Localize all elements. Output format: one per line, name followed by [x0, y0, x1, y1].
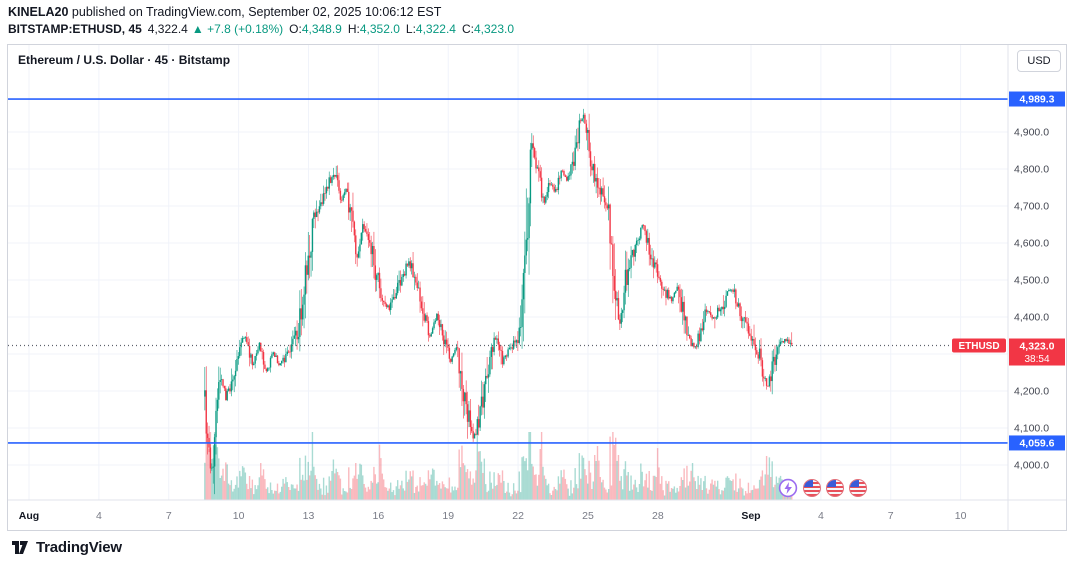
close-value: 4,323.0 [473, 22, 515, 36]
currency-toggle-button[interactable]: USD [1017, 50, 1061, 72]
quote-close: C:4,323.0 [462, 22, 514, 36]
symbol-price-tag[interactable] [952, 338, 1006, 353]
chart-title: Ethereum / U.S. Dollar · 45 · Bitstamp [18, 53, 231, 67]
level-price-badge-label: 4,989.3 [1019, 94, 1054, 106]
publication-header: KINELA20 published on TradingView.com, S… [8, 5, 514, 37]
published-text: published on TradingView.com, September … [71, 5, 442, 19]
time-axis-label: 7 [166, 510, 172, 522]
candlestick-series [204, 108, 793, 495]
time-axis-label: 4 [818, 510, 824, 522]
time-axis-label: 16 [373, 510, 385, 522]
price-axis-label: 4,900.0 [1014, 127, 1049, 139]
flag-sticker-icon[interactable] [826, 479, 844, 497]
tradingview-logo-icon [12, 541, 28, 554]
level-price-badge [1009, 91, 1065, 107]
low-value: 4,322.4 [415, 22, 456, 36]
chart-stickers [778, 478, 867, 498]
last-price-badge [1009, 338, 1065, 366]
high-value: 4,352.0 [359, 22, 400, 36]
chart-canvas[interactable]: ETHUSD 4,989.3 4,059.6 4,900.0 4,800.0 4,700.… [8, 45, 1066, 530]
symbol-status-line: BITSTAMP:ETHUSD, 45 4,322.4 ▲ +7.8 (+0.18%… [8, 22, 514, 37]
time-axis-label: 13 [303, 510, 315, 522]
price-axis-label: 4,100.0 [1014, 423, 1049, 435]
volume-series [204, 432, 793, 500]
time-axis-label: 28 [652, 510, 664, 522]
price-axis[interactable]: 4,989.3 4,059.6 4,900.0 4,800.0 4,700.0 4,600… [1007, 45, 1065, 530]
symbol-name: BITSTAMP:ETHUSD, 45 [8, 22, 142, 36]
high-label: H: [347, 22, 360, 36]
level-price-badge [1009, 435, 1065, 451]
last-price-value: 4,323.0 [1019, 341, 1054, 353]
low-label: L: [405, 22, 416, 36]
time-axis-label: 10 [233, 510, 245, 522]
price-axis-label: 4,800.0 [1014, 164, 1049, 176]
time-axis-label: 7 [888, 510, 894, 522]
author-name: KINELA20 [8, 5, 69, 19]
quote-last: 4,322.4 [147, 22, 188, 36]
quote-change: ▲ +7.8 (+0.18%) [192, 22, 283, 36]
time-axis-label: Sep [741, 510, 760, 522]
price-axis-label: 4,200.0 [1014, 386, 1049, 398]
price-lines: ETHUSD [8, 98, 1008, 444]
time-axis-label: 10 [955, 510, 967, 522]
price-axis-label: 4,600.0 [1014, 238, 1049, 250]
symbol-price-tag-label: ETHUSD [958, 341, 999, 352]
price-axis-label: 4,500.0 [1014, 275, 1049, 287]
gridlines [8, 45, 1008, 500]
open-value: 4,348.9 [301, 22, 342, 36]
close-label: C: [461, 22, 474, 36]
time-axis-label: Aug [19, 510, 39, 522]
quote-low: L:4,322.4 [406, 22, 456, 36]
publication-line: KINELA20 published on TradingView.com, S… [8, 5, 514, 20]
price-axis-label: 4,400.0 [1014, 312, 1049, 324]
chart-panel: Ethereum / U.S. Dollar · 45 · Bitstamp U… [7, 44, 1067, 531]
flag-sticker-icon[interactable] [849, 479, 867, 497]
level-price-badge-label: 4,059.6 [1019, 437, 1054, 449]
tradingview-brand-text: TradingView [36, 539, 122, 556]
time-axis[interactable]: Aug 4 7 10 13 16 19 22 25 28 Sep 4 7 10 [8, 499, 1066, 522]
time-axis-label: 22 [512, 510, 524, 522]
up-arrow-icon: ▲ [191, 22, 204, 36]
price-axis-label: 4,700.0 [1014, 201, 1049, 213]
open-label: O: [289, 22, 302, 36]
time-axis-label: 25 [582, 510, 594, 522]
quote-high: H:4,352.0 [348, 22, 400, 36]
quote-open: O:4,348.9 [289, 22, 342, 36]
flag-sticker-icon[interactable] [803, 479, 821, 497]
boost-lightning-icon[interactable] [778, 478, 798, 498]
price-axis-label: 4,000.0 [1014, 460, 1049, 472]
tradingview-footer[interactable]: TradingView [10, 537, 122, 558]
bar-countdown: 38:54 [1024, 354, 1049, 365]
quote-change-text: +7.8 (+0.18%) [207, 22, 284, 36]
time-axis-label: 4 [96, 510, 102, 522]
time-axis-label: 19 [442, 510, 454, 522]
